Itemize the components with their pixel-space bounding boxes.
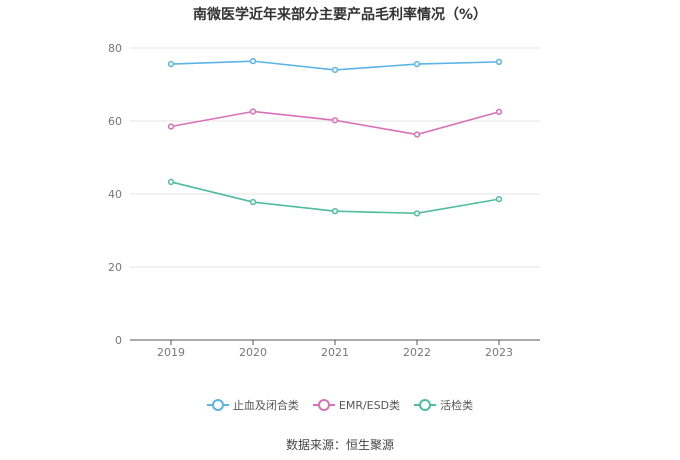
data-point[interactable] (413, 131, 421, 138)
data-point[interactable] (167, 123, 175, 130)
y-tick-label: 60 (108, 115, 122, 128)
y-tick-label: 0 (115, 334, 122, 347)
x-tick-label: 2022 (403, 346, 431, 359)
data-point[interactable] (413, 210, 421, 217)
data-point[interactable] (331, 208, 339, 215)
series-group (167, 57, 503, 217)
legend-item[interactable]: 活检类 (414, 397, 473, 413)
chart-title: 南微医学近年来部分主要产品毛利率情况（%） (192, 7, 488, 23)
legend-marker-icon (312, 399, 335, 411)
legend: 止血及闭合类 EMR/ESD类 活检类 (0, 397, 680, 413)
legend-label: 止血及闭合类 (232, 399, 299, 412)
data-point[interactable] (331, 66, 339, 74)
x-tick-label: 2019 (157, 346, 185, 359)
grid-lines (130, 47, 540, 268)
source-note: 数据来源：恒生聚源 (285, 438, 394, 452)
legend-item[interactable]: 止血及闭合类 (206, 397, 299, 413)
data-point[interactable] (495, 58, 503, 66)
legend-marker-icon (206, 399, 229, 411)
legend-label: EMR/ESD类 (338, 399, 401, 412)
axes: 0 20 40 60 80 2019 2020 2021 2022 2023 (108, 42, 540, 359)
data-point[interactable] (167, 178, 175, 186)
data-point[interactable] (249, 198, 257, 206)
data-point[interactable] (495, 195, 503, 203)
x-tick-label: 2020 (239, 346, 267, 359)
data-point[interactable] (249, 57, 257, 65)
data-point[interactable] (167, 60, 175, 68)
data-point[interactable] (331, 117, 339, 124)
legend-item[interactable]: EMR/ESD类 (312, 397, 401, 413)
y-tick-label: 20 (108, 261, 122, 274)
legend-marker-icon (414, 399, 437, 411)
legend-label: 活检类 (440, 399, 474, 412)
x-tick-label: 2023 (485, 346, 513, 359)
data-point[interactable] (249, 108, 257, 115)
y-tick-label: 40 (108, 188, 122, 201)
y-tick-label: 80 (108, 42, 122, 55)
x-tick-label: 2021 (321, 346, 349, 359)
data-point[interactable] (495, 108, 503, 116)
data-point[interactable] (413, 60, 421, 68)
